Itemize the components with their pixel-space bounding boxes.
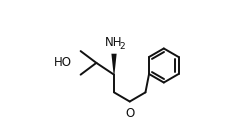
Text: HO: HO <box>54 56 72 69</box>
Text: 2: 2 <box>119 42 125 51</box>
Polygon shape <box>111 54 117 75</box>
Text: NH: NH <box>105 36 122 49</box>
Text: O: O <box>125 107 134 120</box>
